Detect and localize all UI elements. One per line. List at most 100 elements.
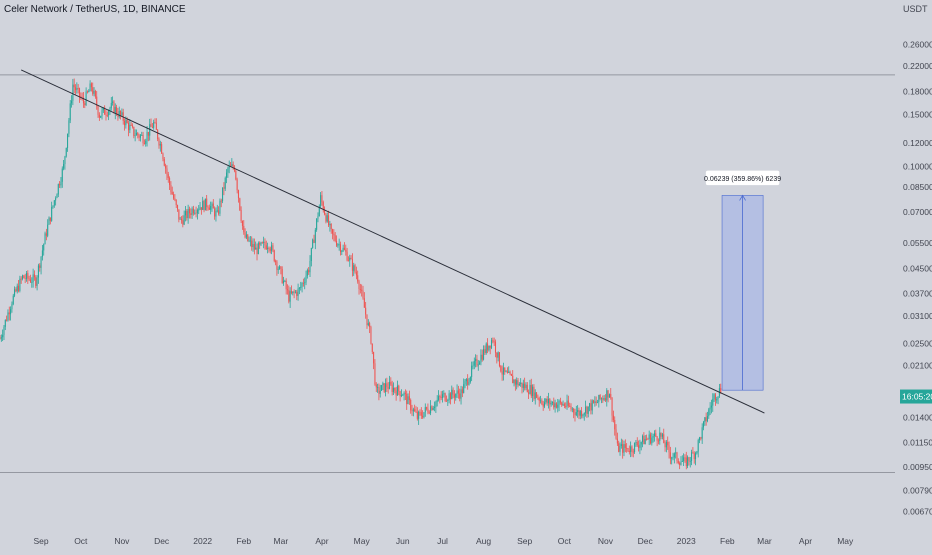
candle-body xyxy=(204,198,206,211)
candle-body xyxy=(154,122,156,123)
candle-body xyxy=(2,334,4,338)
measure-arrowhead xyxy=(739,194,746,201)
candle-body xyxy=(265,245,267,249)
candle-body xyxy=(562,404,564,406)
candle-body xyxy=(126,119,128,124)
candle-body xyxy=(639,444,641,448)
candle-body xyxy=(290,291,292,294)
candle-body xyxy=(125,119,127,126)
candle-body xyxy=(677,460,679,463)
candle-body xyxy=(228,165,230,169)
candle-body xyxy=(382,383,384,386)
candle-body xyxy=(608,394,610,398)
y-tick-label: 0.22000 xyxy=(903,61,932,71)
candle-body xyxy=(342,247,344,251)
candle-body xyxy=(461,389,463,393)
y-tick-label: 0.15000 xyxy=(903,110,932,120)
measure-label-box xyxy=(705,170,780,186)
x-tick-label: Feb xyxy=(236,536,251,546)
candle-body xyxy=(468,381,470,385)
candle-body xyxy=(717,396,719,399)
candle-body xyxy=(273,250,275,262)
candle-body xyxy=(139,135,141,138)
candle-body xyxy=(37,265,39,278)
candle-body xyxy=(542,403,544,407)
candle-body xyxy=(97,106,99,115)
candle-body xyxy=(558,400,560,405)
candle-body xyxy=(292,291,294,294)
candle-body xyxy=(191,208,193,215)
candle-body xyxy=(444,393,446,401)
candle-body xyxy=(589,403,591,407)
candle-body xyxy=(143,143,145,145)
candle-body xyxy=(147,131,149,136)
candle-body xyxy=(517,380,519,386)
candle-body xyxy=(378,387,380,394)
candle-body xyxy=(426,407,428,409)
candle-body xyxy=(622,444,624,453)
candle-body xyxy=(49,217,51,221)
candle-body xyxy=(244,232,246,238)
candle-body xyxy=(161,144,163,154)
candle-body xyxy=(526,384,528,393)
candle-body xyxy=(134,135,136,137)
candle-body xyxy=(423,412,425,418)
candle-body xyxy=(616,438,618,444)
candle-body xyxy=(92,87,94,94)
candle-body xyxy=(251,240,253,248)
candle-body xyxy=(177,205,179,210)
candle-body xyxy=(117,113,119,117)
candle-body xyxy=(267,247,269,249)
candle-body xyxy=(293,291,295,293)
candle-body xyxy=(339,244,342,252)
candle-body xyxy=(508,371,510,373)
candle-body xyxy=(530,384,532,396)
candle-body xyxy=(587,406,589,414)
x-tick-label: Jul xyxy=(437,536,448,546)
candle-body xyxy=(0,337,2,339)
measure-label: 0.06239 (359.86%) 6239 xyxy=(704,176,781,183)
candle-body xyxy=(4,319,6,327)
candle-body xyxy=(685,457,687,467)
candle-body xyxy=(7,312,9,321)
candle-body xyxy=(105,114,107,116)
candle-body xyxy=(679,462,681,465)
y-tick-label: 0.03700 xyxy=(903,288,932,298)
candle-body xyxy=(53,200,55,206)
candle-body xyxy=(355,272,357,276)
candle-body xyxy=(647,438,649,440)
candle-body xyxy=(312,239,314,248)
candle-body xyxy=(268,247,270,249)
candle-body xyxy=(321,195,323,203)
candle-body xyxy=(67,133,69,148)
candle-body xyxy=(218,210,220,214)
candle-body xyxy=(329,223,331,226)
candle-body xyxy=(294,291,296,293)
candle-body xyxy=(57,184,59,195)
candle-body xyxy=(211,203,213,207)
candle-body xyxy=(698,437,701,441)
candle-body xyxy=(497,352,499,358)
candle-body xyxy=(330,223,332,230)
candle-body xyxy=(440,397,442,398)
candle-body xyxy=(651,437,653,444)
candle-body xyxy=(488,345,490,351)
candle-body xyxy=(173,194,175,199)
candle-body xyxy=(549,399,551,405)
candle-body xyxy=(61,168,63,182)
candle-body xyxy=(149,124,151,136)
candle-body xyxy=(428,412,430,414)
candle-body xyxy=(370,327,372,344)
candle-body xyxy=(610,394,612,398)
candle-body xyxy=(567,400,569,406)
candle-body xyxy=(18,285,20,291)
candle-body xyxy=(277,268,279,270)
candle-body xyxy=(652,435,654,438)
candle-body xyxy=(623,444,625,453)
candle-body xyxy=(487,343,489,351)
candle-body xyxy=(93,90,95,94)
candle-body xyxy=(0,338,1,340)
candle-body xyxy=(170,184,172,193)
